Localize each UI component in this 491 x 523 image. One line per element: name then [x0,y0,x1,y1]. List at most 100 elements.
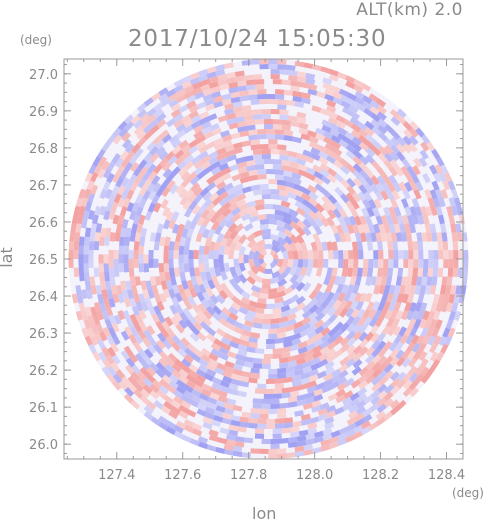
radar-cell [326,105,337,114]
radar-cell [283,266,292,276]
radar-cell [217,390,228,398]
radar-cell [207,279,216,290]
radar-cell [119,150,130,161]
radar-cell [102,168,112,179]
radar-cell [447,267,454,278]
radar-cell [313,225,323,236]
radar-cell [96,148,106,159]
radar-cell [193,321,203,332]
radar-cell [435,188,443,199]
radar-cell [118,127,129,138]
radar-cell [323,373,334,382]
radar-cell [198,68,209,77]
radar-cell [372,301,381,312]
radar-cell [377,369,388,380]
radar-cell [429,318,438,330]
radar-cell [230,373,241,381]
radar-cell [172,284,180,295]
radar-cell [209,213,220,224]
radar-cell [411,197,420,208]
radar-cell [192,283,201,294]
radar-cell [408,250,414,260]
radar-cell [339,322,350,333]
radar-cell [458,250,464,260]
radar-cell [257,94,267,100]
radar-cell [194,91,205,100]
radar-cell [186,409,197,418]
radar-cell [320,444,331,452]
radar-cell [430,205,438,216]
radar-cell [175,323,185,334]
radar-cell [241,59,252,66]
radar-cell [279,437,289,444]
radar-cell [259,293,269,300]
radar-cell [324,416,335,425]
radar-cell [149,383,160,394]
radar-cell [193,211,202,223]
radar-cell [229,278,239,289]
radar-cell [272,428,282,434]
radar-cell [407,293,415,304]
radar-cell [233,188,244,197]
radar-cell [196,170,207,180]
radar-cell [207,228,216,239]
radar-cell [111,153,121,164]
radar-cell [415,127,425,138]
radar-cell [187,314,197,325]
radar-cell [332,91,343,100]
radar-cell [217,395,228,403]
radar-cell [276,327,287,334]
radar-cell [128,267,135,277]
y-tick-label: 26.2 [29,364,58,379]
radar-cell [277,265,287,275]
radar-cell [351,142,362,152]
radar-cell [371,382,382,392]
radar-cell [186,343,197,353]
radar-cell [138,309,147,320]
y-tick-label: 27.0 [29,68,58,83]
radar-cell [78,236,85,246]
y-tick-label: 26.5 [29,253,58,268]
radar-cell [349,111,360,120]
radar-cell [136,377,147,388]
radar-cell [428,250,434,260]
radar-cell [108,249,114,259]
radar-cell [283,417,294,424]
radar-cell [152,182,162,193]
radar-cell [209,294,219,305]
radar-cell [263,313,273,319]
radar-cell [133,382,144,393]
radar-cell [360,426,371,436]
radar-cell [279,114,289,121]
radar-cell [422,214,430,225]
radar-cell [374,317,384,328]
radar-cell [127,382,137,393]
radar-cell [133,321,142,332]
radar-cell [261,363,271,370]
radar-cell [420,141,430,152]
radar-cell [155,361,166,372]
radar-cell [353,84,364,94]
radar-cell [198,150,209,160]
radar-cell [384,124,395,134]
radar-cell [362,101,373,111]
radar-cell [231,173,242,182]
radar-cell [247,269,257,279]
radar-cell [148,170,158,181]
radar-cell [204,236,213,247]
radar-cell [158,350,169,361]
radar-cell [232,233,242,244]
radar-cell [207,402,218,410]
radar-cell [417,293,425,304]
radar-cell [109,232,116,242]
radar-cell [373,198,382,209]
radar-cell [302,250,309,260]
radar-cell [256,239,266,248]
radar-cell [232,404,243,412]
radar-cell [185,373,196,383]
radar-cell [396,114,407,125]
radar-cell [140,227,148,238]
radar-cell [248,417,258,424]
radar-cell [230,132,241,140]
radar-cell [381,325,391,336]
